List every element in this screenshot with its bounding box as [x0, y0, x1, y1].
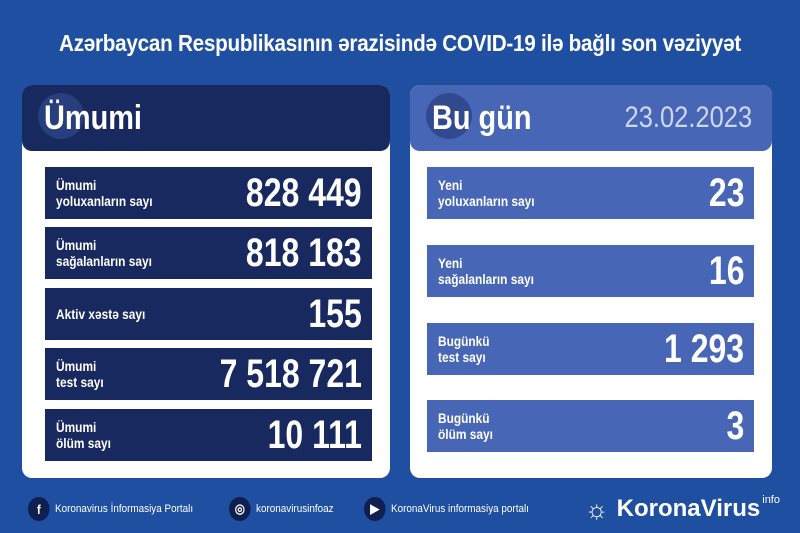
stat-value: 16 — [708, 248, 744, 293]
facebook-label: Koronavirus İnformasiya Portalı — [55, 503, 194, 515]
stat-row: Yeni sağalanların sayı 16 — [427, 245, 754, 297]
stat-value: 828 449 — [246, 170, 362, 215]
stat-label: Ümumi test sayı — [56, 358, 104, 390]
sun-icon: ☼ — [584, 493, 609, 524]
today-panel: Bu gün 23.02.2023 Yeni yoluxanların sayı 2… — [410, 85, 772, 478]
brand-logo: ☼ KoronaVirus info — [585, 494, 780, 525]
instagram-icon: ◎ — [229, 497, 252, 521]
stat-row: Ümumi yoluxanların sayı 828 449 — [45, 167, 372, 219]
stat-value: 3 — [726, 403, 744, 448]
total-panel: Ümumi Ümumi yoluxanların sayı 828 449 Ümumi… — [22, 85, 390, 478]
facebook-icon: f — [28, 497, 50, 521]
stat-value: 1 293 — [663, 326, 744, 371]
youtube-icon: ▶ — [363, 497, 386, 521]
stat-value: 10 111 — [267, 412, 362, 457]
brand-sup: info — [762, 493, 780, 506]
stat-row: Ümumi test sayı 7 518 721 — [45, 348, 372, 400]
stat-row: Ümumi ölüm sayı 10 111 — [45, 409, 372, 461]
total-header: Ümumi — [22, 85, 390, 151]
stat-row: Bugünkü ölüm sayı 3 — [427, 400, 754, 452]
total-heading: Ümumi — [44, 98, 142, 137]
stat-value: 7 518 721 — [219, 351, 362, 396]
stat-row: Ümumi sağalanların sayı 818 183 — [45, 227, 372, 279]
youtube-link[interactable]: ▶ KoronaVirus informasiya portalı — [363, 497, 529, 521]
stat-value: 818 183 — [246, 230, 362, 275]
stat-label: Aktiv xəstə sayı — [56, 306, 146, 322]
brand-name: KoronaVirus — [616, 495, 761, 522]
stat-row: Bugünkü test sayı 1 293 — [427, 323, 754, 375]
stat-label: Ümumi yoluxanların sayı — [56, 177, 153, 209]
stat-row: Yeni yoluxanların sayı 23 — [427, 167, 754, 219]
instagram-label: koronavirusinfoaz — [256, 503, 335, 515]
youtube-label: KoronaVirus informasiya portalı — [390, 503, 529, 515]
date: 23.02.2023 — [624, 101, 752, 134]
today-heading: Bu gün — [432, 98, 532, 137]
stat-label: Yeni sağalanların sayı — [438, 255, 534, 287]
page-title: Azərbaycan Respublikasının ərazisində CO… — [59, 30, 741, 56]
footer: f Koronavirus İnformasiya Portalı ◎ korona… — [28, 493, 780, 525]
instagram-link[interactable]: ◎ koronavirusinfoaz — [229, 497, 334, 521]
virus-icon — [426, 93, 472, 139]
stat-label: Yeni yoluxanların sayı — [438, 177, 535, 209]
stat-label: Bugünkü ölüm sayı — [438, 410, 493, 442]
stat-value: 23 — [708, 170, 744, 215]
stat-label: Ümumi sağalanların sayı — [56, 237, 152, 269]
virus-icon — [38, 93, 84, 139]
stat-row: Aktiv xəstə sayı 155 — [45, 288, 372, 340]
stat-label: Ümumi ölüm sayı — [56, 419, 111, 451]
today-header: Bu gün 23.02.2023 — [410, 85, 772, 151]
stat-value: 155 — [308, 291, 362, 336]
stat-label: Bugünkü test sayı — [438, 333, 490, 365]
facebook-link[interactable]: f Koronavirus İnformasiya Portalı — [28, 497, 193, 521]
